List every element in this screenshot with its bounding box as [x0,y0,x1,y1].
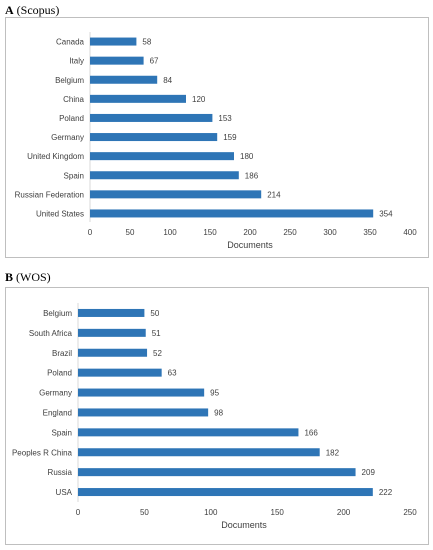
chart-b-bar [78,408,209,417]
chart-a-bar [90,209,374,218]
panel-a-title: A (Scopus) [5,3,59,18]
chart-b-category-label: Brazil [52,349,72,358]
panel-b-source: (WOS) [16,270,51,284]
panel-a-letter: A [5,3,14,17]
chart-b-value-label: 98 [214,408,223,417]
chart-a-category-label: Germany [51,133,84,142]
chart-a-x-tick-label: 400 [403,228,417,237]
chart-a-x-tick-label: 350 [363,228,377,237]
chart-b-value-label: 95 [210,389,219,398]
chart-a-value-label: 58 [142,38,151,47]
chart-a-x-tick-label: 0 [88,228,93,237]
chart-a-x-tick-label: 300 [323,228,337,237]
chart-b-x-tick-label: 0 [76,508,81,517]
panel-b-title: B (WOS) [5,270,51,285]
chart-a-value-label: 120 [192,95,206,104]
chart-b-x-tick-label: 50 [140,508,149,517]
chart-a-bar [90,171,239,180]
chart-b-bar [78,328,146,337]
chart-b-category-label: USA [56,488,73,497]
chart-a-bar [90,94,186,103]
chart-b-value-label: 50 [150,309,159,318]
chart-a-x-tick-label: 50 [126,228,135,237]
chart-a-x-axis-title: Documents [227,240,273,250]
chart-a-bar [90,133,218,142]
chart-b-value-label: 209 [362,468,376,477]
chart-a-category-label: Canada [56,38,85,47]
chart-a-value-label: 186 [245,171,259,180]
chart-a-bar [90,152,234,161]
chart-a-bar [90,113,213,122]
chart-b-value-label: 51 [152,329,161,338]
chart-a-bar [90,190,262,199]
chart-b-x-axis-title: Documents [221,520,267,530]
chart-a-bar [90,37,137,46]
chart-a-value-label: 354 [379,209,393,218]
chart-a-value-label: 180 [240,152,254,161]
chart-b-value-label: 52 [153,349,162,358]
chart-a-bar [90,75,158,84]
chart-b-category-label: Peoples R China [12,448,73,457]
chart-b-category-label: Spain [52,428,72,437]
chart-a-value-label: 153 [218,114,232,123]
chart-b-category-label: England [43,408,72,417]
chart-a-category-label: Belgium [55,76,84,85]
chart-a-x-tick-label: 200 [243,228,257,237]
chart-a-x-tick-label: 150 [203,228,217,237]
chart-a-frame: Canada 58 Italy 67 Belgium 84 China 120 Poland 15… [5,17,429,258]
chart-a-value-label: 67 [150,57,159,66]
chart-a-value-label: 84 [163,76,172,85]
chart-b-bar [78,468,356,477]
chart-b-value-label: 166 [304,428,318,437]
chart-b-bar [78,308,145,317]
chart-b-x-tick-label: 200 [337,508,351,517]
chart-a-value-label: 159 [223,133,237,142]
chart-a-value-label: 214 [267,190,281,199]
chart-b-bar [78,428,299,437]
chart-b-frame: Belgium 50 South Africa 51 Brazil 52 Poland 63 G… [5,287,429,545]
chart-b-x-tick-label: 150 [271,508,285,517]
chart-b: Belgium 50 South Africa 51 Brazil 52 Poland 63 G… [12,303,417,530]
chart-b-category-label: Germany [39,389,72,398]
chart-b-category-label: Poland [47,369,72,378]
chart-a-x-tick-label: 100 [163,228,177,237]
chart-a-x-tick-label: 250 [283,228,297,237]
chart-a-bar [90,56,144,65]
chart-b-bar [78,488,373,497]
chart-b-bar [78,388,205,397]
chart-b-category-label: Belgium [43,309,72,318]
chart-b-bar [78,348,148,357]
chart-a-category-label: United States [36,209,84,218]
chart-a-category-label: Italy [69,57,84,66]
chart-b-bar [78,368,162,377]
chart-b-category-label: South Africa [29,329,73,338]
chart-a: Canada 58 Italy 67 Belgium 84 China 120 Poland 15… [15,32,417,250]
chart-b-value-label: 222 [379,488,393,497]
chart-a-category-label: Russian Federation [15,190,84,199]
chart-a-category-label: Spain [64,171,84,180]
chart-b-category-label: Russia [48,468,73,477]
chart-a-category-label: Poland [59,114,84,123]
chart-b-bar [78,448,320,457]
chart-b-value-label: 182 [326,448,340,457]
chart-a-category-label: China [63,95,84,104]
panel-b-letter: B [5,270,14,284]
panel-a-source: (Scopus) [16,3,60,17]
chart-b-x-tick-label: 100 [204,508,218,517]
chart-b-x-tick-label: 250 [403,508,417,517]
chart-a-category-label: United Kingdom [27,152,84,161]
chart-b-value-label: 63 [168,369,177,378]
